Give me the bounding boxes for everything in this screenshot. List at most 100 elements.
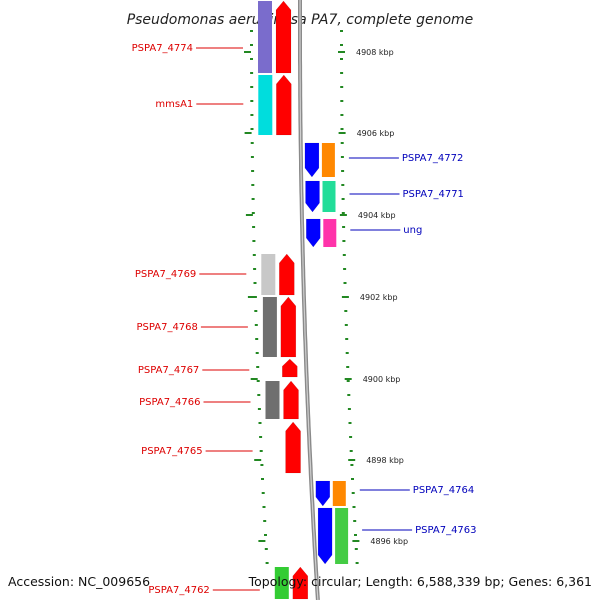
gene-label: ung (403, 225, 422, 236)
cog-box (274, 567, 289, 599)
forward-gene[interactable]: PSPA7_4764 (315, 480, 474, 507)
track-dot (340, 58, 343, 60)
track-dot (254, 324, 258, 326)
track-dot (342, 240, 346, 242)
track-dot (255, 338, 259, 340)
track-dot (251, 170, 255, 172)
track-dot (250, 100, 254, 102)
track-dot (346, 380, 350, 382)
forward-gene[interactable]: PSPA7_4772 (304, 142, 463, 178)
reverse-gene[interactable]: PSPA7_4768 (136, 296, 297, 358)
scale-tick-label: 4906 kbp (357, 129, 395, 138)
forward-gene[interactable]: PSPA7_4763 (317, 507, 477, 565)
backbone-inner (299, 0, 319, 600)
scale-tick-label: 4904 kbp (358, 211, 396, 220)
reverse-gene[interactable]: PSPA7_4774 (132, 0, 292, 74)
reverse-strand-genes: PSPA7_4774 mmsA1 PSPA7_4769 PSPA7_4768 PSPA7… (132, 0, 309, 600)
gene-label: PSPA7_4764 (413, 485, 474, 496)
reverse-gene[interactable]: mmsA1 (155, 74, 292, 136)
genome-backbone (298, 0, 320, 600)
cog-box (258, 1, 272, 73)
gene-label: PSPA7_4762 (148, 585, 209, 596)
scale-tick-right (338, 132, 346, 134)
accession-label: Accession: NC_009656 (8, 574, 150, 589)
right-dotted-track (340, 30, 359, 564)
scale-tick-right (352, 540, 360, 542)
track-dot (259, 436, 263, 438)
cog-box (261, 254, 276, 295)
scale-tick-right (339, 214, 347, 216)
cog-box (323, 219, 337, 247)
track-dot (264, 548, 268, 550)
cog-box (262, 297, 277, 357)
forward-gene[interactable]: ung (306, 218, 422, 248)
reverse-gene[interactable]: PSPA7_4766 (139, 380, 299, 420)
cog-box (335, 508, 349, 564)
track-dot (351, 492, 355, 494)
scale-tick-left (247, 296, 255, 298)
track-dot (340, 114, 344, 116)
cog-box (332, 481, 346, 506)
gene-label: PSPA7_4765 (141, 446, 202, 457)
track-dot (351, 478, 354, 480)
scale-tick-right (341, 296, 349, 298)
cog-box (258, 75, 273, 135)
track-dot (259, 450, 263, 452)
reverse-gene[interactable]: PSPA7_4769 (135, 253, 295, 296)
gene-label: PSPA7_4767 (138, 365, 199, 376)
track-dot (261, 492, 265, 494)
track-dot (340, 30, 343, 32)
gene-label: PSPA7_4766 (139, 397, 200, 408)
track-dot (252, 254, 256, 256)
scale-tick-right (344, 378, 352, 380)
scale-tick-left (250, 378, 258, 380)
reverse-gene[interactable]: PSPA7_4765 (141, 421, 301, 474)
gene-arrow-forward (304, 142, 320, 178)
track-dot (340, 128, 344, 130)
track-dot (263, 520, 267, 522)
gene-arrow-forward (306, 218, 321, 248)
track-dot (257, 394, 261, 396)
track-dot (354, 534, 357, 536)
gene-arrow-forward (305, 180, 320, 213)
track-dot (343, 282, 347, 284)
gene-arrow-reverse (279, 253, 295, 296)
track-dot (342, 254, 346, 256)
track-dot (256, 366, 260, 368)
track-dot (253, 296, 257, 298)
track-dot (264, 534, 267, 536)
track-dot (252, 240, 256, 242)
gene-arrow-reverse (283, 380, 299, 420)
track-dot (250, 156, 254, 158)
track-dot (347, 394, 351, 396)
scale-tick-label: 4902 kbp (360, 293, 398, 302)
track-dot (340, 156, 344, 158)
track-dot (355, 562, 359, 564)
track-dot (251, 198, 255, 200)
track-dot (250, 58, 253, 60)
reverse-gene[interactable]: PSPA7_4762 (148, 566, 309, 600)
track-dot (257, 408, 261, 410)
forward-gene[interactable]: PSPA7_4771 (305, 180, 464, 213)
track-dot (260, 464, 264, 466)
gene-arrow-forward (315, 480, 331, 507)
track-dot (353, 520, 357, 522)
track-dot (252, 226, 256, 228)
track-dot (350, 464, 354, 466)
track-dot (349, 436, 353, 438)
track-dot (253, 268, 257, 270)
reverse-gene[interactable]: PSPA7_4767 (138, 358, 298, 378)
cog-box (321, 143, 335, 177)
cog-box (322, 181, 336, 212)
scale-tick-right (348, 459, 356, 461)
cog-box (265, 381, 280, 419)
gene-arrow-forward (317, 507, 333, 565)
track-dot (250, 114, 254, 116)
track-dot (343, 268, 347, 270)
track-dot (341, 212, 345, 214)
gene-arrow-reverse (282, 358, 298, 378)
gene-arrow-reverse (292, 566, 309, 600)
track-dot (254, 310, 258, 312)
